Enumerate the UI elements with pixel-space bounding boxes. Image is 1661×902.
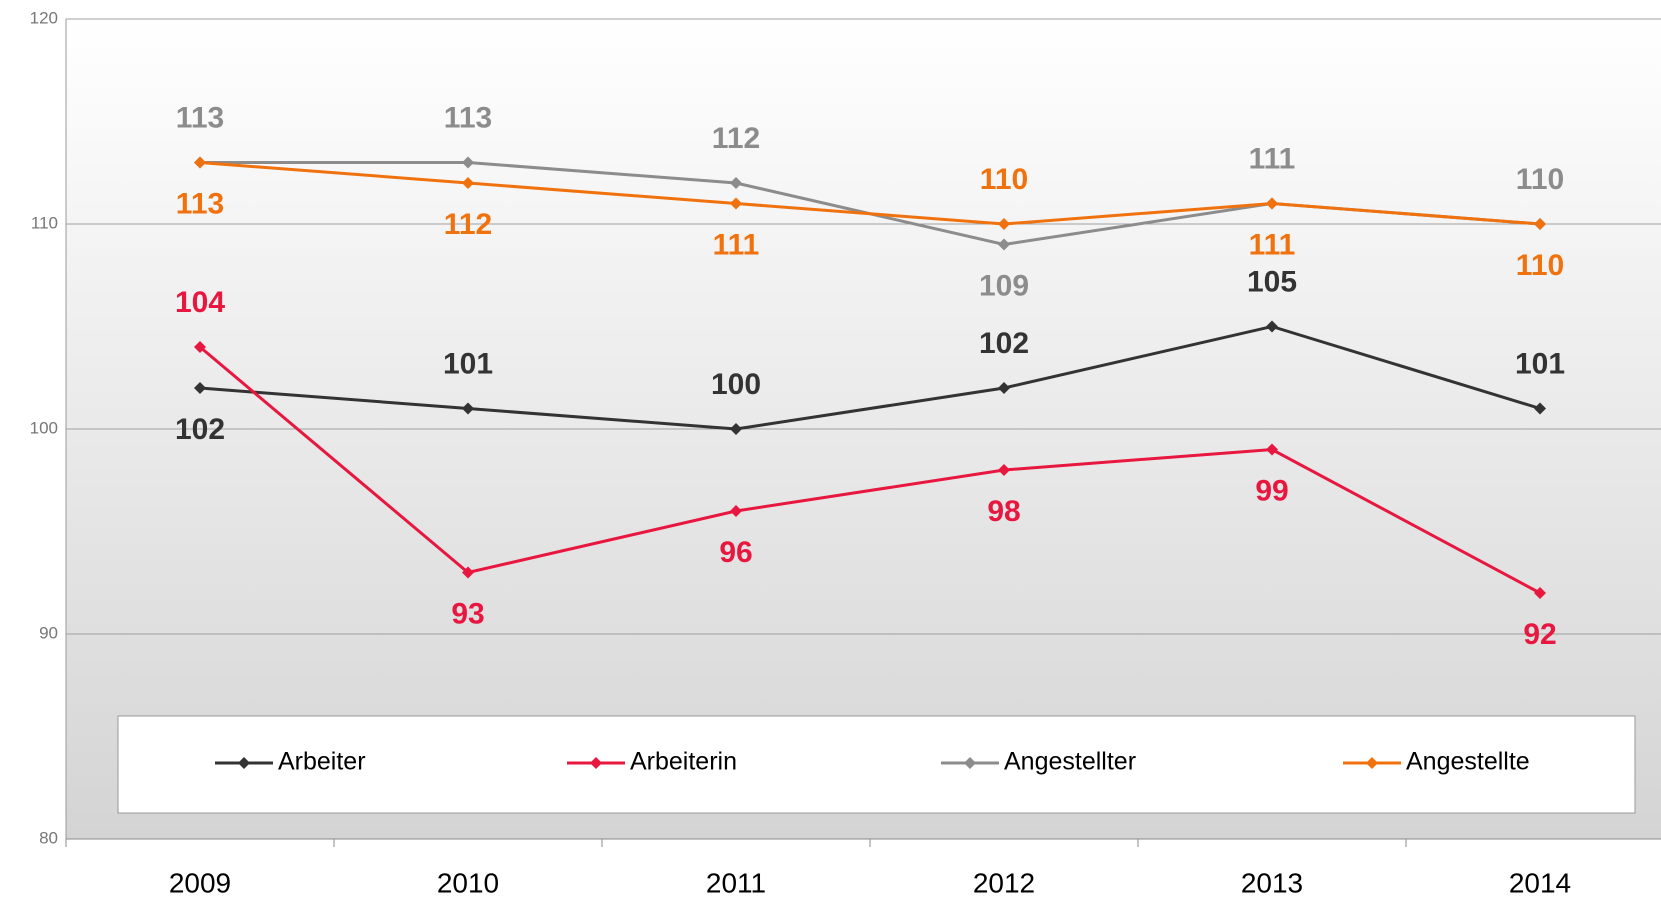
data-point [462,177,474,189]
data-point [462,156,474,169]
x-tick-label: 2011 [706,867,766,898]
data-label: 98 [987,495,1020,528]
y-tick-label: 120 [30,8,58,27]
data-label: 96 [719,536,752,569]
data-label: 112 [444,208,492,241]
data-label: 109 [979,269,1029,302]
legend-label: Arbeiter [278,748,366,776]
legend-label: Arbeiterin [630,748,737,776]
data-point [1266,443,1278,456]
data-label: 113 [444,101,492,134]
data-point [1534,218,1546,230]
data-point [730,177,742,189]
data-point [998,464,1010,476]
data-point [1534,587,1546,599]
data-point [998,382,1010,394]
data-label: 111 [1249,228,1296,261]
x-tick-label: 2012 [973,867,1035,898]
data-point [998,238,1010,251]
data-point [194,341,206,353]
legend-label: Angestellter [1004,748,1136,776]
y-tick-label: 100 [30,418,58,437]
data-label: 92 [1523,618,1556,651]
x-tick-label: 2013 [1241,867,1303,898]
data-label: 113 [176,187,224,220]
data-label: 93 [451,597,484,630]
data-label: 111 [713,228,760,261]
legend-marker [590,757,602,769]
data-label: 112 [712,122,760,155]
data-label: 100 [711,368,761,401]
data-label: 104 [175,286,225,319]
series-line [199,324,1541,431]
data-point [194,382,206,394]
data-label: 102 [175,413,225,446]
legend-marker [964,757,976,769]
data-point [1266,320,1278,333]
x-tick-label: 2014 [1509,867,1571,898]
legend-marker [1366,757,1378,769]
y-tick-label: 90 [39,623,58,642]
data-point [730,505,742,517]
y-tick-label: 80 [39,828,58,847]
y-tick-label: 110 [31,213,58,232]
series-line [199,161,1541,226]
series-line [199,345,1541,595]
data-point [730,197,742,210]
data-point [730,423,742,435]
data-label: 110 [1516,249,1564,282]
data-label: 101 [443,347,493,380]
data-label: 110 [980,163,1028,196]
data-point [462,402,474,415]
data-point [462,566,474,579]
data-label: 102 [979,327,1029,360]
data-point [1534,402,1546,415]
legend-label: Angestellte [1406,748,1530,776]
data-label: 105 [1247,265,1297,298]
data-point [194,156,206,169]
x-tick-label: 2010 [437,867,499,898]
data-label: 113 [176,101,224,134]
data-point [1266,197,1278,210]
x-tick-label: 2009 [169,867,231,898]
data-label: 101 [1515,347,1565,380]
data-label: 99 [1255,474,1288,507]
data-label: 111 [1249,142,1296,175]
legend-marker [238,757,250,769]
data-label: 110 [1516,163,1564,196]
data-point [998,218,1010,230]
